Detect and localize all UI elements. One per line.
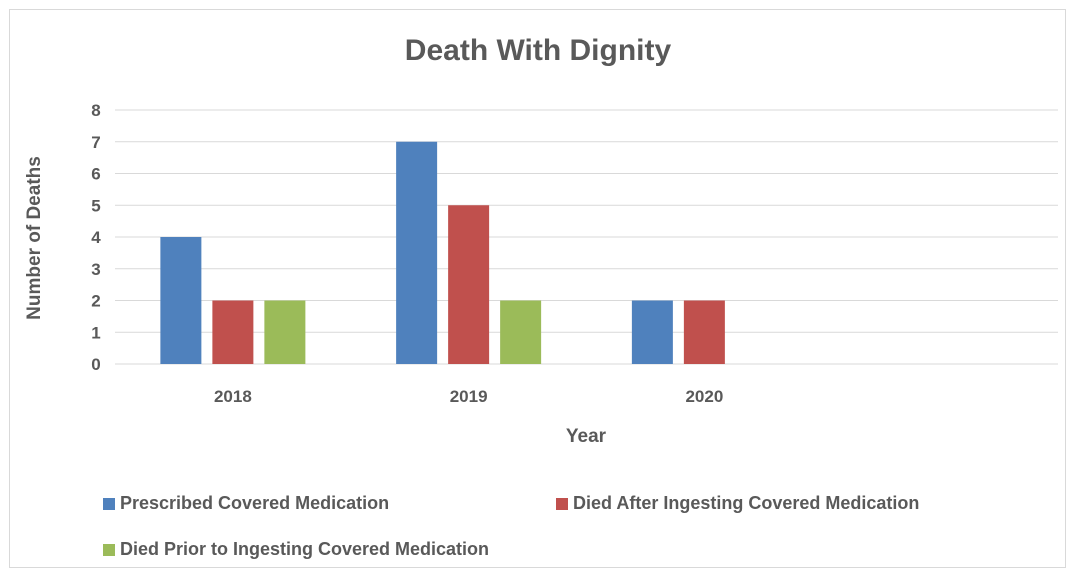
x-tick-label: 2019 [450, 387, 488, 406]
legend-item-died-prior: Died Prior to Ingesting Covered Medicati… [103, 539, 489, 560]
x-tick-label: 2020 [685, 387, 723, 406]
bar-2019-series-2 [500, 300, 542, 364]
y-tick-label: 8 [91, 101, 100, 120]
bar-2019-series-0 [396, 141, 438, 364]
y-tick-label: 7 [91, 133, 100, 152]
legend-label: Prescribed Covered Medication [120, 493, 390, 513]
bar-2019-series-1 [448, 205, 490, 364]
x-tick-labels: 2018 2019 2020 [214, 387, 723, 406]
y-axis-title: Number of Deaths [24, 156, 45, 320]
legend-label: Died Prior to Ingesting Covered Medicati… [120, 539, 490, 559]
y-tick-label: 2 [91, 292, 100, 311]
x-axis-title: Year [566, 426, 607, 447]
legend-swatch [103, 543, 115, 556]
y-tick-label: 4 [91, 228, 101, 247]
chart-title: Death With Dignity [404, 34, 672, 67]
bar-2020-series-1 [683, 300, 725, 364]
x-tick-label: 2018 [214, 387, 252, 406]
bars [160, 141, 725, 364]
y-tick-label: 6 [91, 165, 100, 184]
bar-2018-series-1 [212, 300, 254, 364]
y-tick-label: 1 [91, 323, 100, 342]
bar-2020-series-0 [631, 300, 673, 364]
legend-item-prescribed: Prescribed Covered Medication [103, 493, 389, 514]
y-tick-label: 3 [91, 260, 100, 279]
legend-label: Died After Ingesting Covered Medication [573, 493, 920, 513]
bar-2018-series-2 [264, 300, 306, 364]
gridlines [115, 109, 1058, 365]
legend-item-died-after: Died After Ingesting Covered Medication [556, 493, 919, 514]
legend-swatch [556, 497, 568, 510]
legend-swatch [103, 497, 115, 510]
bar-2018-series-0 [160, 237, 202, 364]
y-tick-label: 0 [91, 355, 100, 374]
y-tick-labels: 0 1 2 3 4 5 6 7 8 [91, 101, 101, 374]
y-tick-label: 5 [91, 196, 100, 215]
